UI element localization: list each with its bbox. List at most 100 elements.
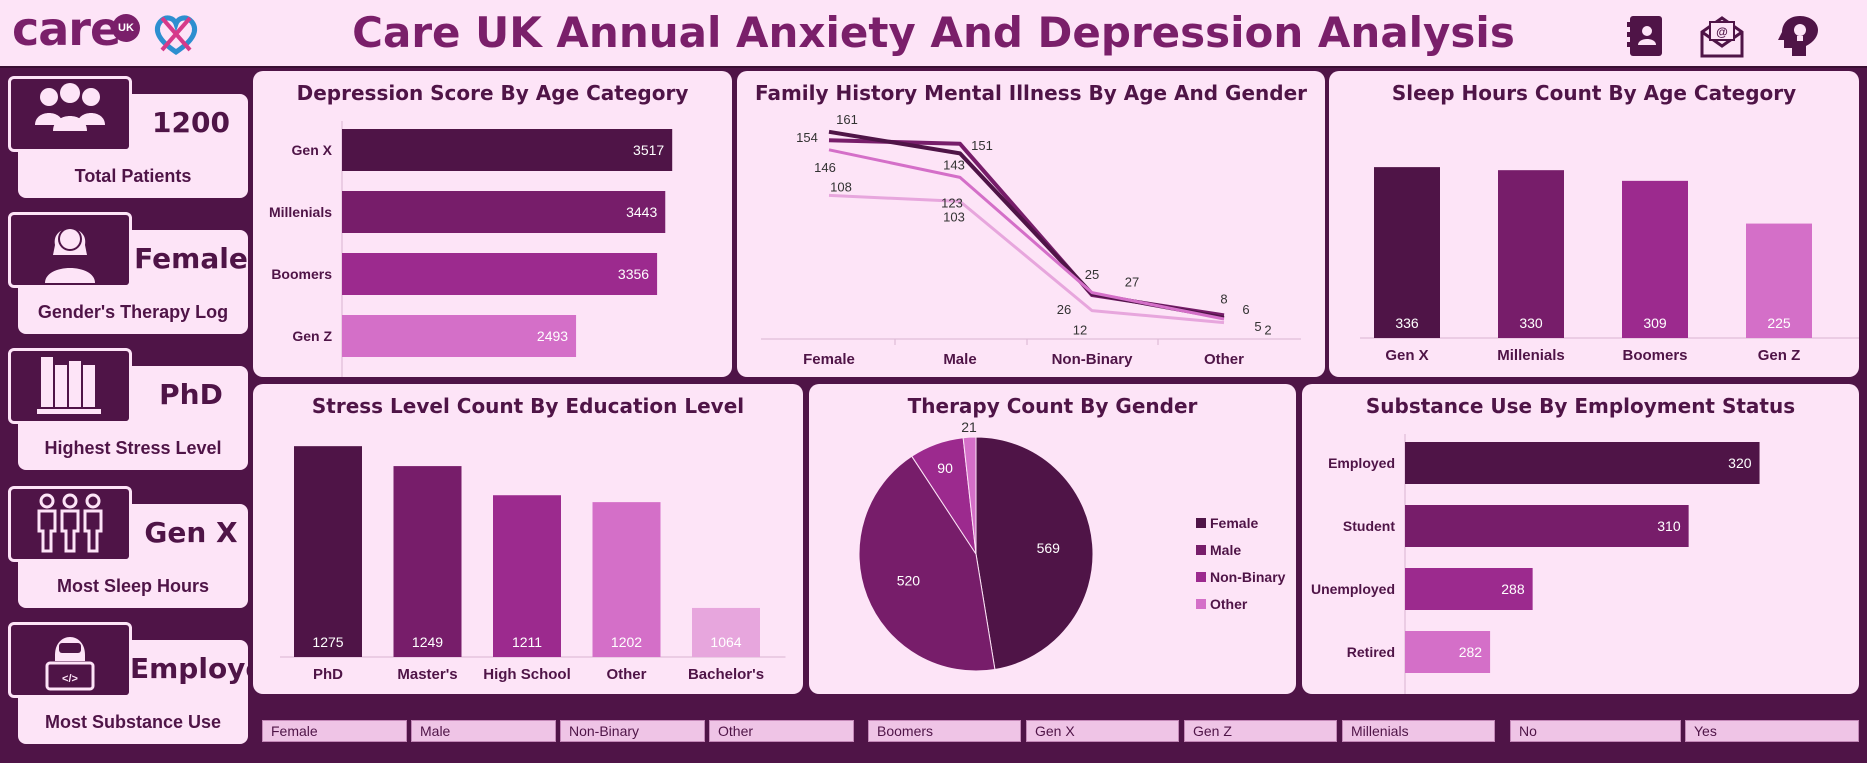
category-label: Gen Z (292, 328, 332, 344)
data-label: 3443 (626, 204, 657, 220)
bar (1405, 505, 1689, 547)
data-label: 520 (897, 572, 921, 588)
page-title: Care UK Annual Anxiety And Depression An… (352, 8, 1515, 57)
category-label: PhD (313, 666, 343, 683)
kpi-label: Highest Stress Level (44, 438, 222, 458)
legend-label: Other (1210, 596, 1248, 612)
kpi-icon-box: </> (8, 622, 132, 698)
data-label: 1211 (512, 634, 542, 650)
data-label: 5 (1254, 319, 1261, 334)
series-line (828, 193, 1225, 325)
pie-slice (975, 436, 1094, 671)
category-label: Non-Binary (1052, 351, 1133, 368)
data-label: 27 (1125, 275, 1139, 290)
category-label: Boomers (1622, 347, 1687, 364)
slicer-gender-non-binary[interactable]: Non-Binary (560, 720, 705, 742)
email-icon[interactable]: @ (1698, 12, 1746, 60)
category-label: Other (1204, 351, 1244, 368)
care-uk-logo: care UK (12, 2, 202, 58)
kpi-value: PhD (159, 378, 223, 411)
series-line (828, 148, 1225, 321)
bar (1374, 167, 1440, 338)
data-label: 25 (1085, 267, 1099, 282)
data-label: 336 (1395, 315, 1419, 331)
slicer-gender-other[interactable]: Other (709, 720, 854, 742)
category-label: Master's (397, 666, 457, 683)
data-label: 123 (941, 195, 963, 210)
category-label: High School (483, 666, 571, 683)
category-label: Millenials (1497, 347, 1565, 364)
bar (1746, 223, 1812, 338)
data-label: 3356 (618, 266, 649, 282)
legend-label: Non-Binary (1210, 569, 1286, 585)
panel-sleep: Sleep Hours Count By Age Category 336 Gen… (1329, 71, 1859, 377)
category-label: Other (606, 666, 646, 683)
slicer-gender-female[interactable]: Female (262, 720, 407, 742)
slicer-gender-male[interactable]: Male (411, 720, 556, 742)
kpi-most-substance: </> Employed Most Substance Use (8, 622, 284, 744)
kpi-label: Gender's Therapy Log (37, 302, 229, 322)
panel-depression: Depression Score By Age Category Gen X 35… (253, 71, 732, 377)
slicer-no[interactable]: No (1510, 720, 1681, 742)
category-label: Employed (1328, 455, 1395, 471)
chart-title: Stress Level Count By Education Level (311, 394, 745, 418)
slicer-age-millenials[interactable]: Millenials (1342, 720, 1495, 742)
data-label: 2493 (537, 328, 568, 344)
kpi-icon-box (8, 212, 132, 288)
contact-book-icon[interactable] (1622, 12, 1670, 60)
kpi-total-patients: 1200 Total Patients (8, 76, 248, 198)
legend-swatch (1196, 518, 1206, 528)
header-bar: care UK Care UK Annual Anxiety And Depre… (0, 0, 1867, 68)
mind-bulb-icon[interactable] (1776, 12, 1824, 60)
therapy-chart: 569 520 90 21 Female Male Non-Binary Other (858, 419, 1286, 672)
pie-slice (962, 436, 977, 555)
kpi-value: 1200 (152, 106, 230, 139)
legend-swatch (1196, 572, 1206, 582)
bar (294, 446, 362, 657)
family-history-chart: Female Male Non-Binary Other 154 151 25 8 161 143… (761, 112, 1301, 368)
substance-chart: Employed 320 Student 310 Unemployed 288 Retire… (1311, 434, 1760, 694)
bar (393, 466, 462, 657)
chart-title: Sleep Hours Count By Age Category (1391, 81, 1797, 105)
bar (342, 315, 577, 357)
category-label: Gen X (1385, 347, 1428, 364)
data-label: 1249 (412, 634, 443, 650)
bar (493, 495, 561, 657)
data-label: 330 (1519, 315, 1543, 331)
chart-title: Family History Mental Illness By Age And… (754, 81, 1308, 105)
people-group-icon (35, 83, 105, 131)
bar (1405, 442, 1760, 484)
logo-text: care (12, 2, 121, 56)
kpi-value: Gen X (144, 516, 238, 549)
slicer-age-boomers[interactable]: Boomers (868, 720, 1021, 742)
kpi-icon-box (8, 348, 132, 424)
data-label: 225 (1767, 315, 1791, 331)
slicer-age-gen-x[interactable]: Gen X (1026, 720, 1179, 742)
data-label: 1275 (312, 634, 343, 650)
data-label: 569 (1037, 540, 1061, 556)
developer-icon: </> (45, 637, 95, 691)
data-label: 8 (1220, 291, 1227, 306)
kpi-icon-box (8, 76, 132, 152)
series-line (828, 129, 1225, 320)
svg-text:</>: </> (62, 673, 78, 685)
bar (692, 607, 760, 657)
legend-swatch (1196, 545, 1206, 555)
bar (592, 502, 661, 657)
logo-badge: UK (112, 14, 140, 42)
panel-family-history: Family History Mental Illness By Age And… (737, 71, 1325, 377)
bar (1405, 568, 1533, 610)
books-icon (37, 357, 101, 414)
svg-text:@: @ (1716, 25, 1728, 39)
data-label: 1202 (611, 634, 642, 650)
data-label: 1064 (710, 634, 741, 650)
slicer-yes[interactable]: Yes (1685, 720, 1859, 742)
data-label: 108 (830, 179, 852, 194)
slicer-age-gen-z[interactable]: Gen Z (1184, 720, 1337, 742)
bar (342, 253, 658, 295)
category-label: Boomers (271, 266, 332, 282)
family-icon (37, 493, 103, 553)
category-label: Bachelor's (688, 666, 764, 683)
chart-title: Substance Use By Employment Status (1365, 394, 1796, 418)
bar (342, 191, 666, 233)
